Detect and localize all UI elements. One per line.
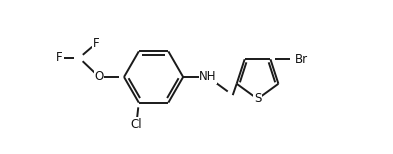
- Text: Br: Br: [295, 53, 309, 66]
- Text: S: S: [254, 92, 261, 105]
- Text: F: F: [56, 51, 62, 64]
- Text: O: O: [95, 71, 104, 83]
- Text: Cl: Cl: [130, 118, 142, 131]
- Text: F: F: [93, 37, 99, 50]
- Text: NH: NH: [199, 71, 217, 83]
